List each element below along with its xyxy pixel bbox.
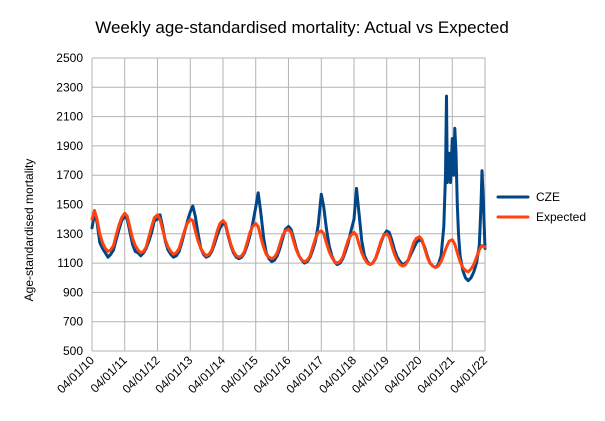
- y-tick-label: 1700: [56, 168, 83, 182]
- y-tick-label: 2100: [56, 110, 83, 124]
- y-tick-label: 2500: [56, 51, 83, 65]
- y-tick-label: 900: [63, 285, 83, 299]
- series-line-expected: [90, 208, 487, 274]
- chart-title: Weekly age-standardised mortality: Actua…: [95, 18, 509, 37]
- y-tick-label: 700: [63, 315, 83, 329]
- legend-label-cze: CZE: [536, 190, 560, 204]
- y-tick-label: 1100: [57, 256, 83, 270]
- y-tick-label: 1300: [56, 227, 83, 241]
- legend: CZE Expected: [496, 190, 586, 224]
- y-axis-title: Age-standardised mortality: [22, 159, 36, 302]
- y-tick-label: 1900: [56, 139, 83, 153]
- y-tick-label: 1500: [56, 198, 83, 212]
- y-tick-label: 2300: [56, 80, 83, 94]
- y-tick-label: 500: [63, 344, 83, 358]
- legend-label-expected: Expected: [536, 210, 586, 224]
